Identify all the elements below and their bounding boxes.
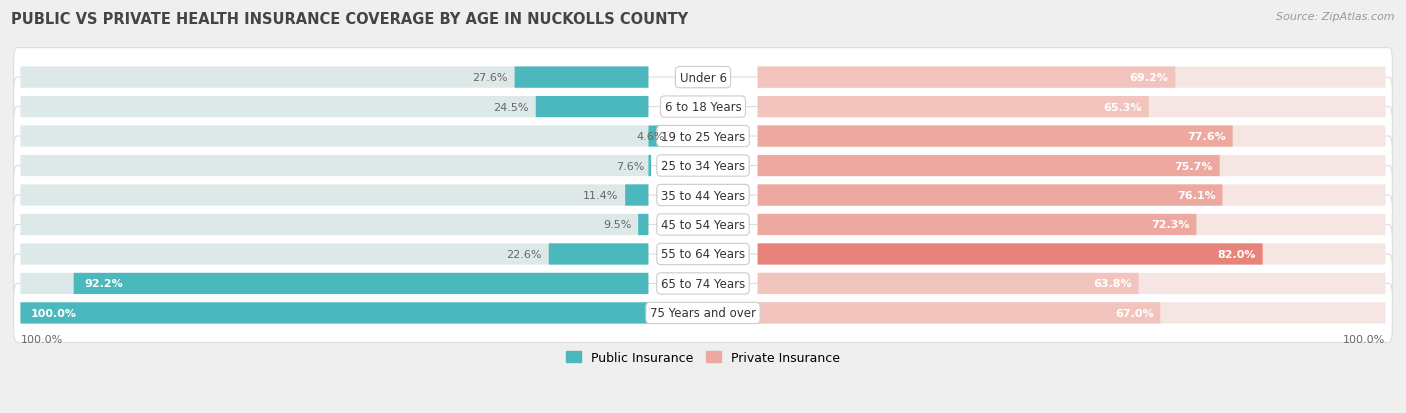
Text: 65.3%: 65.3% [1104, 102, 1142, 112]
FancyBboxPatch shape [536, 97, 648, 118]
Text: 63.8%: 63.8% [1092, 279, 1132, 289]
Text: 75 Years and over: 75 Years and over [650, 307, 756, 320]
FancyBboxPatch shape [21, 185, 648, 206]
FancyBboxPatch shape [14, 195, 1392, 254]
FancyBboxPatch shape [626, 185, 648, 206]
Text: PUBLIC VS PRIVATE HEALTH INSURANCE COVERAGE BY AGE IN NUCKOLLS COUNTY: PUBLIC VS PRIVATE HEALTH INSURANCE COVER… [11, 12, 689, 27]
Text: 65 to 74 Years: 65 to 74 Years [661, 277, 745, 290]
FancyBboxPatch shape [758, 214, 1197, 235]
Text: Under 6: Under 6 [679, 71, 727, 84]
FancyBboxPatch shape [758, 303, 1160, 324]
FancyBboxPatch shape [21, 303, 648, 324]
FancyBboxPatch shape [758, 273, 1385, 294]
FancyBboxPatch shape [648, 126, 672, 147]
Text: 82.0%: 82.0% [1218, 249, 1256, 259]
Text: 35 to 44 Years: 35 to 44 Years [661, 189, 745, 202]
Text: 92.2%: 92.2% [84, 279, 122, 289]
FancyBboxPatch shape [758, 126, 1385, 147]
Text: 9.5%: 9.5% [603, 220, 631, 230]
Text: 69.2%: 69.2% [1129, 73, 1168, 83]
FancyBboxPatch shape [21, 214, 648, 235]
Text: 24.5%: 24.5% [494, 102, 529, 112]
Text: 45 to 54 Years: 45 to 54 Years [661, 218, 745, 231]
Text: 76.1%: 76.1% [1177, 190, 1216, 201]
FancyBboxPatch shape [648, 156, 651, 177]
Text: 100.0%: 100.0% [1343, 335, 1385, 344]
FancyBboxPatch shape [21, 156, 648, 177]
FancyBboxPatch shape [14, 166, 1392, 225]
FancyBboxPatch shape [21, 244, 648, 265]
Text: 77.6%: 77.6% [1187, 132, 1226, 142]
Text: Source: ZipAtlas.com: Source: ZipAtlas.com [1277, 12, 1395, 22]
FancyBboxPatch shape [73, 273, 648, 294]
FancyBboxPatch shape [638, 214, 648, 235]
FancyBboxPatch shape [21, 67, 648, 88]
Text: 100.0%: 100.0% [31, 308, 77, 318]
FancyBboxPatch shape [515, 67, 648, 88]
FancyBboxPatch shape [14, 225, 1392, 284]
FancyBboxPatch shape [758, 67, 1385, 88]
FancyBboxPatch shape [14, 284, 1392, 342]
FancyBboxPatch shape [758, 273, 1139, 294]
FancyBboxPatch shape [758, 156, 1385, 177]
Text: 22.6%: 22.6% [506, 249, 541, 259]
Legend: Public Insurance, Private Insurance: Public Insurance, Private Insurance [561, 346, 845, 369]
Text: 4.6%: 4.6% [637, 132, 665, 142]
FancyBboxPatch shape [14, 78, 1392, 137]
Text: 6 to 18 Years: 6 to 18 Years [665, 101, 741, 114]
FancyBboxPatch shape [758, 126, 1233, 147]
FancyBboxPatch shape [21, 303, 648, 324]
Text: 27.6%: 27.6% [472, 73, 508, 83]
FancyBboxPatch shape [758, 97, 1149, 118]
Text: 55 to 64 Years: 55 to 64 Years [661, 248, 745, 261]
Text: 72.3%: 72.3% [1152, 220, 1189, 230]
Text: 67.0%: 67.0% [1115, 308, 1153, 318]
FancyBboxPatch shape [758, 67, 1175, 88]
FancyBboxPatch shape [758, 97, 1385, 118]
FancyBboxPatch shape [548, 244, 648, 265]
FancyBboxPatch shape [14, 137, 1392, 195]
FancyBboxPatch shape [14, 107, 1392, 166]
FancyBboxPatch shape [21, 126, 648, 147]
Text: 19 to 25 Years: 19 to 25 Years [661, 130, 745, 143]
Text: 11.4%: 11.4% [583, 190, 619, 201]
Text: 25 to 34 Years: 25 to 34 Years [661, 160, 745, 173]
Text: 75.7%: 75.7% [1174, 161, 1213, 171]
FancyBboxPatch shape [758, 185, 1222, 206]
FancyBboxPatch shape [758, 303, 1385, 324]
FancyBboxPatch shape [758, 156, 1219, 177]
FancyBboxPatch shape [758, 214, 1385, 235]
FancyBboxPatch shape [14, 254, 1392, 313]
FancyBboxPatch shape [14, 48, 1392, 107]
FancyBboxPatch shape [758, 244, 1385, 265]
FancyBboxPatch shape [758, 185, 1385, 206]
FancyBboxPatch shape [21, 97, 648, 118]
FancyBboxPatch shape [758, 244, 1263, 265]
Text: 100.0%: 100.0% [21, 335, 63, 344]
FancyBboxPatch shape [21, 273, 648, 294]
Text: 7.6%: 7.6% [616, 161, 644, 171]
